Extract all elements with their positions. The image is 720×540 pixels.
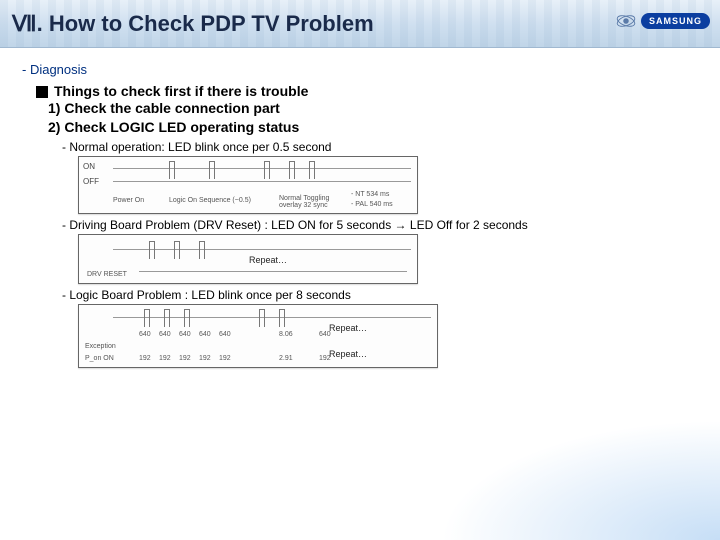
tick-icon — [164, 309, 170, 327]
tick-icon — [169, 161, 175, 179]
diagram-label: - PAL 540 ms — [351, 201, 393, 208]
repeat-label: Repeat… — [249, 255, 287, 265]
tick-icon — [309, 161, 315, 179]
note-logic: - Logic Board Problem : LED blink once p… — [62, 288, 702, 302]
timing-line-icon — [139, 271, 407, 272]
timing-diagram-drv: Repeat… DRV RESET — [78, 234, 418, 284]
diagram-value: 192 — [159, 355, 171, 362]
tick-icon — [199, 241, 205, 259]
slide-title: Ⅶ. How to Check PDP TV Problem — [12, 11, 374, 37]
label-off: OFF — [83, 177, 99, 186]
slide-header: Ⅶ. How to Check PDP TV Problem SAMSUNG — [0, 0, 720, 48]
tick-icon — [259, 309, 265, 327]
tick-icon — [209, 161, 215, 179]
footer-glow-icon — [440, 420, 720, 540]
logo-swirl-icon — [615, 10, 637, 32]
tick-icon — [184, 309, 190, 327]
diagram-value: 640 — [199, 331, 211, 338]
timing-line-icon — [113, 249, 411, 250]
diagram-value: 640 — [319, 331, 331, 338]
diagram-label: Logic On Sequence (~0.5) — [169, 197, 251, 204]
tick-icon — [174, 241, 180, 259]
heading-row: Things to check first if there is troubl… — [36, 83, 702, 99]
timing-line-icon — [113, 317, 431, 318]
tick-icon — [289, 161, 295, 179]
repeat-label: Repeat… — [329, 323, 367, 333]
diagram-value: 192 — [179, 355, 191, 362]
timing-line-icon — [113, 168, 411, 169]
diagram-value: 2.91 — [279, 355, 293, 362]
diagram-label: Exception — [85, 343, 116, 350]
slide-content: - Diagnosis Things to check first if the… — [0, 48, 720, 368]
timing-diagram-normal: ON OFF Power On Logic On Sequence (~0.5)… — [78, 156, 418, 214]
tick-icon — [279, 309, 285, 327]
diagram-value: 640 — [219, 331, 231, 338]
diagram-value: 640 — [179, 331, 191, 338]
square-bullet-icon — [36, 86, 48, 98]
diagram-label: - NT 534 ms — [351, 191, 389, 198]
note-drv: - Driving Board Problem (DRV Reset) : LE… — [62, 218, 702, 232]
label-on: ON — [83, 162, 95, 171]
tick-icon — [149, 241, 155, 259]
diagram-value: 192 — [139, 355, 151, 362]
diagram-label: DRV RESET — [87, 271, 127, 278]
list-item: 2) Check LOGIC LED operating status — [48, 118, 702, 137]
timing-line-icon — [113, 181, 411, 182]
tick-icon — [144, 309, 150, 327]
logo-text: SAMSUNG — [641, 13, 710, 29]
diagram-value: 192 — [219, 355, 231, 362]
repeat-label: Repeat… — [329, 349, 367, 359]
tick-icon — [264, 161, 270, 179]
list-item: 1) Check the cable connection part — [48, 99, 702, 118]
diagram-value: 640 — [159, 331, 171, 338]
heading-text: Things to check first if there is troubl… — [54, 83, 308, 99]
diagram-label: Normal Toggling overlay 32 sync — [279, 195, 349, 209]
diagram-value: 640 — [139, 331, 151, 338]
diagram-value: 192 — [199, 355, 211, 362]
diagram-label: P_on ON — [85, 355, 114, 362]
brand-logo: SAMSUNG — [615, 10, 710, 32]
diagram-value: 8.06 — [279, 331, 293, 338]
note-normal: - Normal operation: LED blink once per 0… — [62, 140, 702, 154]
diagram-label: Power On — [113, 197, 144, 204]
timing-diagram-logic: Repeat… Exception P_on ON 640 640 640 64… — [78, 304, 438, 368]
section-label: - Diagnosis — [22, 62, 702, 77]
